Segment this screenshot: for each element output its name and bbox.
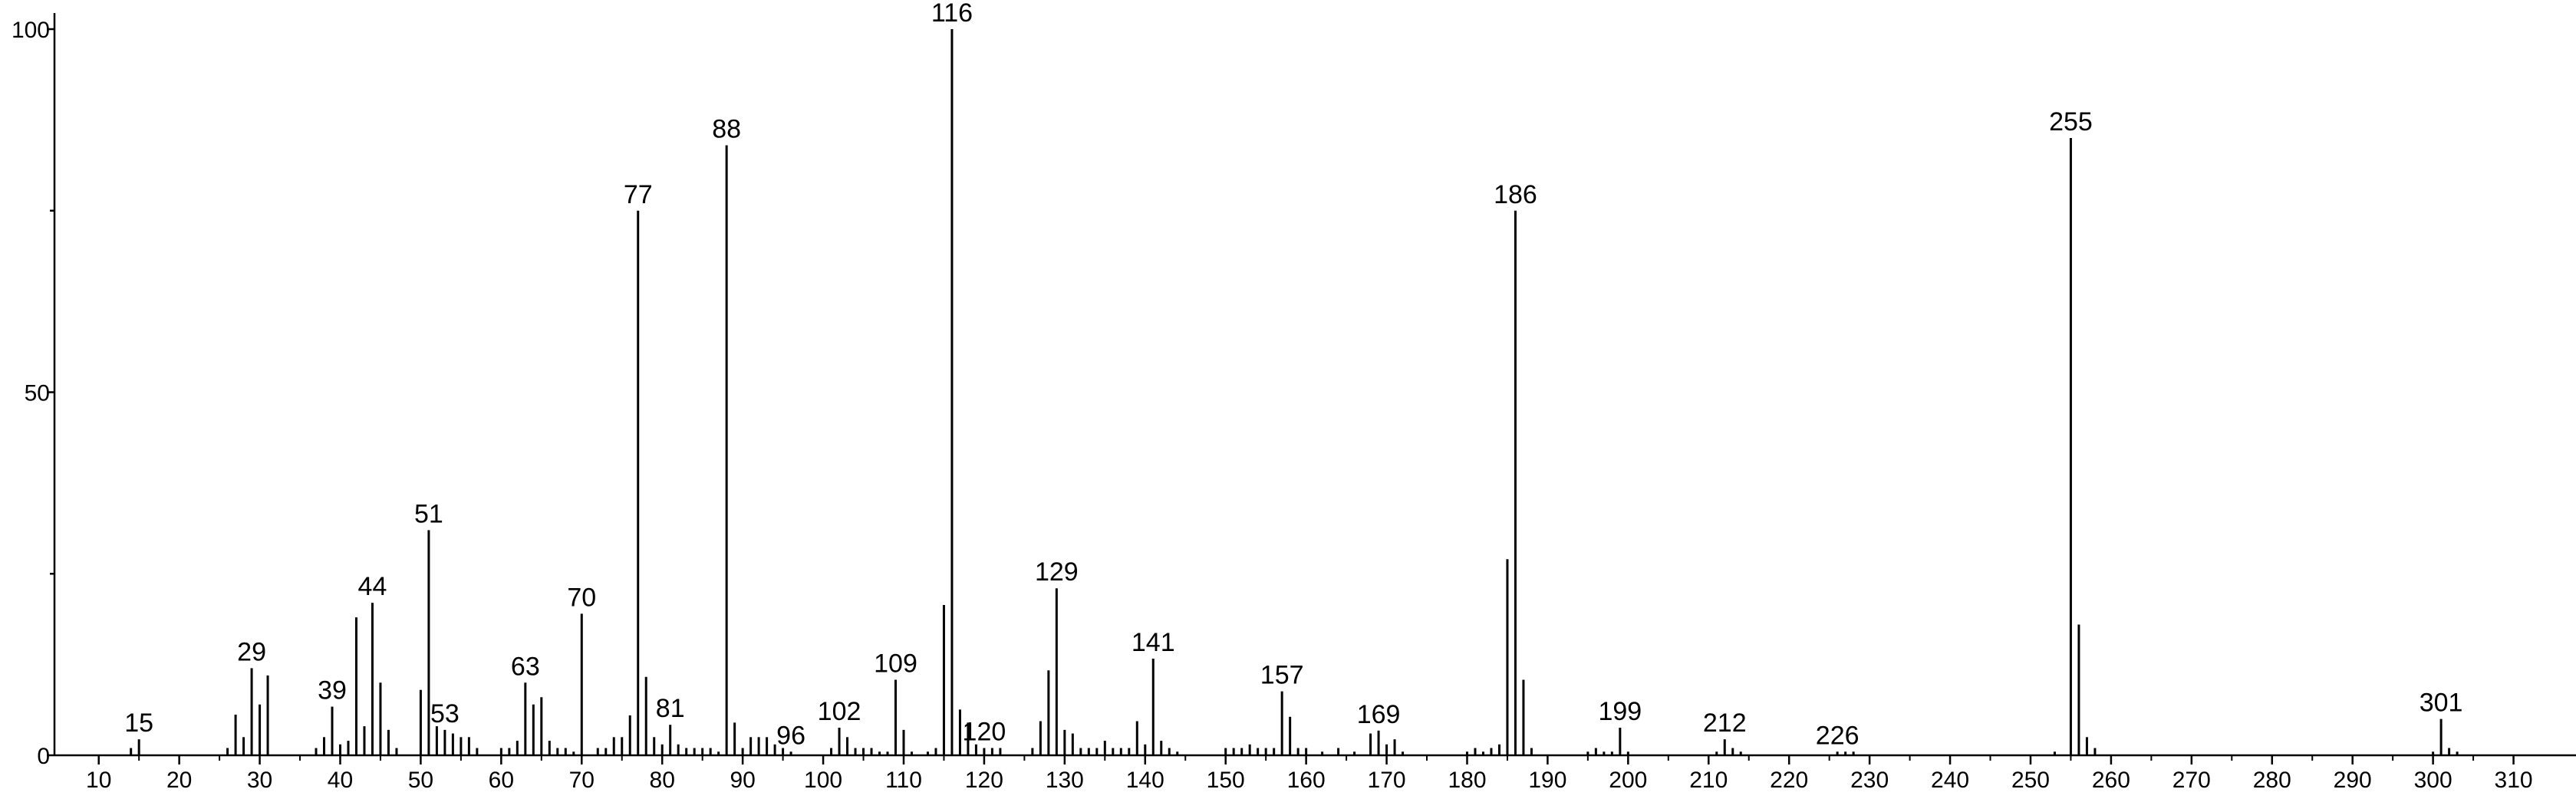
peak-label: 199: [1598, 697, 1642, 726]
y-tick-label: 100: [12, 18, 50, 43]
x-tick-label: 210: [1689, 768, 1728, 793]
x-tick-label: 160: [1287, 768, 1326, 793]
peak-label: 77: [624, 180, 653, 209]
x-tick-label: 150: [1207, 768, 1245, 793]
x-tick-label: 50: [408, 768, 433, 793]
x-tick-label: 240: [1931, 768, 1969, 793]
x-tick-label: 200: [1609, 768, 1647, 793]
peak-label: 186: [1494, 180, 1537, 209]
x-tick-label: 10: [86, 768, 111, 793]
peak-label: 255: [2049, 107, 2093, 136]
peak-label: 81: [656, 694, 685, 723]
x-tick-label: 230: [1850, 768, 1889, 793]
peak-label: 53: [430, 699, 460, 728]
peak-label: 212: [1703, 709, 1747, 738]
peak-label: 120: [963, 718, 1006, 747]
peak-label: 51: [414, 499, 443, 528]
y-tick-label: 0: [37, 744, 50, 769]
x-tick-label: 260: [2092, 768, 2130, 793]
x-tick-label: 290: [2334, 768, 2372, 793]
peak-label: 15: [124, 709, 153, 738]
x-tick-label: 30: [247, 768, 272, 793]
peak-label: 109: [874, 649, 917, 679]
peak-label: 301: [2420, 689, 2463, 718]
peak-label: 157: [1260, 661, 1304, 690]
x-tick-label: 20: [166, 768, 192, 793]
peak-label: 102: [818, 697, 861, 726]
peak-label: 226: [1816, 721, 1860, 750]
peak-label: 129: [1035, 557, 1079, 587]
x-tick-label: 110: [885, 768, 922, 793]
x-tick-label: 170: [1368, 768, 1406, 793]
x-tick-label: 100: [804, 768, 842, 793]
x-tick-label: 190: [1528, 768, 1566, 793]
x-tick-label: 220: [1770, 768, 1808, 793]
x-tick-label: 180: [1448, 768, 1486, 793]
peak-label: 29: [237, 637, 266, 666]
x-tick-label: 250: [2011, 768, 2050, 793]
peak-label: 141: [1132, 628, 1175, 657]
peak-label: 96: [776, 721, 805, 750]
peak-label: 44: [358, 572, 387, 601]
peak-label: 88: [712, 115, 741, 144]
x-tick-label: 40: [328, 768, 353, 793]
x-tick-label: 270: [2172, 768, 2211, 793]
x-tick-label: 80: [650, 768, 675, 793]
x-tick-label: 310: [2495, 768, 2533, 793]
peak-label: 39: [318, 676, 347, 705]
x-tick-label: 280: [2253, 768, 2291, 793]
x-tick-label: 300: [2414, 768, 2452, 793]
x-tick-label: 130: [1046, 768, 1084, 793]
x-tick-label: 140: [1126, 768, 1164, 793]
peak-label: 70: [567, 583, 596, 612]
y-tick-label: 50: [25, 381, 50, 406]
x-tick-label: 90: [730, 768, 755, 793]
peak-label: 169: [1357, 700, 1401, 729]
x-tick-label: 60: [489, 768, 514, 793]
x-tick-label: 120: [965, 768, 1003, 793]
peak-label: 63: [511, 652, 540, 681]
peak-label: 116: [931, 0, 973, 28]
x-tick-label: 70: [569, 768, 595, 793]
